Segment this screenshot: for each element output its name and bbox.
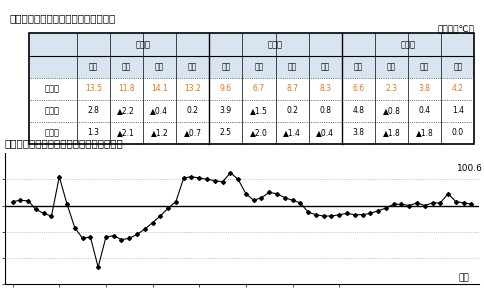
- Bar: [29, 33, 474, 55]
- Text: ▲1.4: ▲1.4: [283, 128, 301, 137]
- Text: （単位：℃）: （単位：℃）: [438, 25, 474, 34]
- Text: 2.5: 2.5: [220, 128, 232, 137]
- Text: ▲1.2: ▲1.2: [151, 128, 168, 137]
- Text: 上旬: 上旬: [354, 62, 363, 71]
- Text: 3.9: 3.9: [220, 106, 232, 115]
- Text: ▲2.0: ▲2.0: [250, 128, 268, 137]
- Bar: [29, 55, 474, 77]
- Text: 0.0: 0.0: [452, 128, 464, 137]
- Text: 上旬: 上旬: [89, 62, 98, 71]
- Text: 0.8: 0.8: [319, 106, 331, 115]
- Text: 3.8: 3.8: [352, 128, 364, 137]
- Text: 中旬: 中旬: [254, 62, 264, 71]
- Text: 下旬: 下旬: [155, 62, 164, 71]
- Text: 平　均: 平 均: [268, 40, 283, 49]
- Text: 4.8: 4.8: [352, 106, 364, 115]
- Text: 6.6: 6.6: [352, 84, 364, 93]
- Text: 100.6: 100.6: [457, 164, 483, 173]
- Text: ▲2.1: ▲2.1: [118, 128, 135, 137]
- Text: ▲2.2: ▲2.2: [118, 106, 135, 115]
- Text: 14.1: 14.1: [151, 84, 168, 93]
- Text: 8.7: 8.7: [286, 84, 298, 93]
- Text: ▲0.8: ▲0.8: [382, 106, 400, 115]
- Text: 本　年: 本 年: [45, 84, 60, 93]
- Text: 2.8: 2.8: [87, 106, 99, 115]
- Text: 13.2: 13.2: [184, 84, 201, 93]
- Text: 年月: 年月: [459, 274, 469, 283]
- Text: （参考１）名古屋地区の気温（３月）: （参考１）名古屋地区の気温（３月）: [10, 13, 116, 23]
- Text: ▲0.4: ▲0.4: [151, 106, 168, 115]
- Text: 最　低: 最 低: [401, 40, 416, 49]
- Text: 中旬: 中旬: [387, 62, 396, 71]
- Text: ▲1.8: ▲1.8: [383, 128, 400, 137]
- Text: 2.3: 2.3: [386, 84, 397, 93]
- Text: 0.4: 0.4: [419, 106, 431, 115]
- Text: 月間: 月間: [320, 62, 330, 71]
- Text: ▲0.4: ▲0.4: [316, 128, 334, 137]
- Text: 下旬: 下旬: [287, 62, 297, 71]
- Text: 最　高: 最 高: [136, 40, 151, 49]
- Text: 0.2: 0.2: [187, 106, 198, 115]
- Text: 4.2: 4.2: [452, 84, 464, 93]
- Text: ▲1.8: ▲1.8: [416, 128, 434, 137]
- Text: 下旬: 下旬: [420, 62, 429, 71]
- Text: 9.6: 9.6: [220, 84, 232, 93]
- Text: 平年差: 平年差: [45, 128, 60, 137]
- Text: 1.4: 1.4: [452, 106, 464, 115]
- Text: 13.5: 13.5: [85, 84, 102, 93]
- Text: 中旬: 中旬: [121, 62, 131, 71]
- Text: ▲0.7: ▲0.7: [183, 128, 202, 137]
- Text: 月間: 月間: [188, 62, 197, 71]
- Text: 上旬: 上旬: [221, 62, 230, 71]
- Text: ▲1.5: ▲1.5: [250, 106, 268, 115]
- Text: （参考２）　発受電電力量対前年比の推移: （参考２） 発受電電力量対前年比の推移: [5, 138, 123, 148]
- Text: 11.8: 11.8: [118, 84, 135, 93]
- Text: 前年差: 前年差: [45, 106, 60, 115]
- Text: 6.7: 6.7: [253, 84, 265, 93]
- Text: 月間: 月間: [453, 62, 463, 71]
- Text: 3.8: 3.8: [419, 84, 431, 93]
- Text: 0.2: 0.2: [286, 106, 298, 115]
- Text: 8.3: 8.3: [319, 84, 331, 93]
- Bar: [29, 33, 474, 144]
- Text: 1.3: 1.3: [87, 128, 99, 137]
